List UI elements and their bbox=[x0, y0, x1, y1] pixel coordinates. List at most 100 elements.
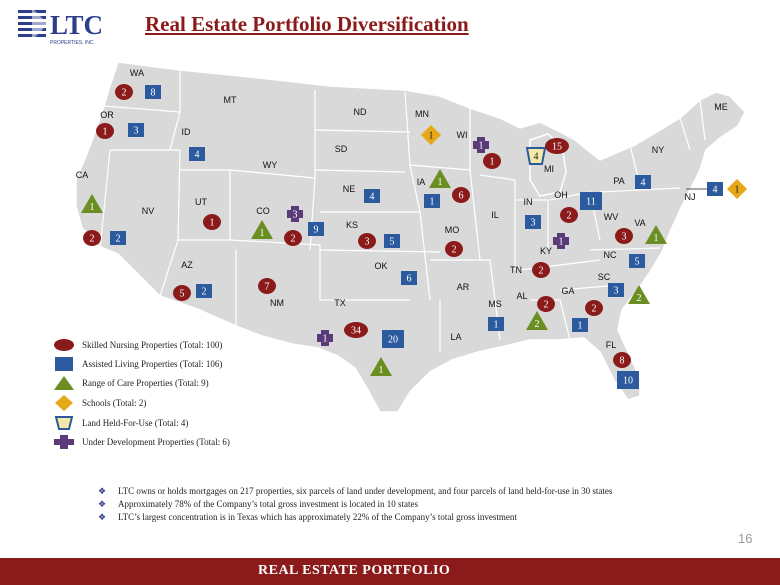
marker-assisted: 4 bbox=[635, 175, 651, 189]
marker-range: 1 bbox=[645, 225, 667, 244]
state-label-ar: AR bbox=[457, 282, 470, 292]
assisted-square-shape bbox=[189, 147, 205, 161]
marker-count: 3 bbox=[293, 210, 298, 221]
marker-count: 5 bbox=[180, 289, 185, 300]
school-diamond-shape bbox=[727, 179, 747, 199]
marker-nursing: 3 bbox=[358, 233, 376, 249]
bullet-text: LTC’s largest concentration is in Texas … bbox=[118, 512, 517, 522]
ltc-logo: LTC PROPERTIES, INC. bbox=[18, 8, 103, 46]
nursing-ellipse-shape bbox=[615, 228, 633, 244]
marker-assisted: 4 bbox=[364, 189, 380, 203]
land-trapezoid-icon bbox=[54, 416, 74, 430]
legend-label: Range of Care Properties (Total: 9) bbox=[82, 378, 209, 388]
svg-text:PROPERTIES, INC.: PROPERTIES, INC. bbox=[50, 40, 95, 46]
bullet-diamond-icon: ❖ bbox=[98, 486, 107, 496]
page-title: Real Estate Portfolio Diversification bbox=[145, 12, 469, 36]
bullet-item: ❖ Approximately 78% of the Company’s tota… bbox=[98, 499, 758, 512]
assisted-square-shape bbox=[401, 271, 417, 285]
marker-nursing: 2 bbox=[532, 262, 550, 278]
nursing-ellipse-shape bbox=[344, 322, 368, 338]
state-label-pa: PA bbox=[613, 176, 624, 186]
nursing-ellipse-shape bbox=[96, 123, 114, 139]
marker-assisted: 1 bbox=[488, 317, 504, 331]
nursing-ellipse-shape bbox=[173, 285, 191, 301]
state-label-co: CO bbox=[256, 206, 270, 216]
marker-development: 1 bbox=[553, 233, 569, 249]
marker-assisted: 1 bbox=[572, 318, 588, 332]
state-label-ny: NY bbox=[652, 145, 665, 155]
marker-assisted: 11 bbox=[580, 192, 602, 210]
marker-count: 2 bbox=[637, 293, 642, 304]
nursing-ellipse-shape bbox=[537, 296, 555, 312]
footer-title: REAL ESTATE PORTFOLIO bbox=[258, 563, 451, 578]
marker-count: 1 bbox=[210, 218, 215, 229]
marker-nursing: 5 bbox=[173, 285, 191, 301]
development-cross-shape bbox=[317, 330, 333, 346]
marker-count: 1 bbox=[260, 228, 265, 239]
state-label-mi: MI bbox=[544, 164, 554, 174]
bullet-text: LTC owns or holds mortgages on 217 prope… bbox=[118, 486, 613, 496]
marker-development: 1 bbox=[317, 330, 333, 346]
state-label-wi: WI bbox=[457, 130, 468, 140]
marker-assisted: 2 bbox=[196, 284, 212, 298]
marker-count: 1 bbox=[430, 197, 435, 208]
assisted-square-shape bbox=[617, 371, 639, 389]
marker-count: 1 bbox=[323, 334, 328, 345]
marker-assisted: 4 bbox=[707, 182, 723, 196]
nursing-ellipse-shape bbox=[452, 187, 470, 203]
assisted-square-shape bbox=[424, 194, 440, 208]
state-label-nm: NM bbox=[270, 298, 284, 308]
bullet-diamond-icon: ❖ bbox=[98, 512, 107, 522]
assisted-square-shape bbox=[629, 254, 645, 268]
state-label-tn: TN bbox=[510, 265, 522, 275]
marker-count: 2 bbox=[567, 211, 572, 222]
marker-count: 34 bbox=[351, 326, 361, 337]
nursing-ellipse-shape bbox=[532, 262, 550, 278]
state-label-ia: IA bbox=[417, 177, 426, 187]
marker-assisted: 10 bbox=[617, 371, 639, 389]
marker-count: 3 bbox=[365, 237, 370, 248]
marker-count: 1 bbox=[90, 202, 95, 213]
state-label-ky: KY bbox=[540, 246, 552, 256]
state-label-sc: SC bbox=[598, 272, 611, 282]
marker-range: 2 bbox=[526, 311, 548, 330]
marker-nursing: 2 bbox=[284, 230, 302, 246]
marker-assisted: 1 bbox=[424, 194, 440, 208]
range-triangle-shape bbox=[526, 311, 548, 330]
marker-count: 15 bbox=[552, 142, 562, 153]
nursing-ellipse-shape bbox=[284, 230, 302, 246]
legend-item-school: Schools (Total: 2) bbox=[52, 394, 146, 412]
marker-count: 2 bbox=[535, 319, 540, 330]
marker-count: 2 bbox=[291, 234, 296, 245]
nursing-ellipse-shape bbox=[358, 233, 376, 249]
marker-count: 1 bbox=[103, 127, 108, 138]
marker-nursing: 6 bbox=[452, 187, 470, 203]
bullet-text: Approximately 78% of the Company’s total… bbox=[118, 499, 418, 509]
marker-nursing: 2 bbox=[585, 300, 603, 316]
state-label-layer: WA OR CA NV ID MT WY UT AZ CO NM ND SD NE KS OK TX MN IA MO… bbox=[76, 68, 728, 350]
marker-count: 2 bbox=[202, 287, 207, 298]
range-triangle-shape bbox=[81, 194, 103, 213]
marker-count: 8 bbox=[151, 88, 156, 99]
nursing-ellipse-shape bbox=[545, 138, 569, 154]
assisted-square-shape bbox=[364, 189, 380, 203]
state-label-mt: MT bbox=[224, 95, 237, 105]
state-label-me: ME bbox=[714, 102, 728, 112]
legend-label: Under Development Properties (Total: 6) bbox=[82, 437, 230, 447]
marker-nursing: 2 bbox=[445, 241, 463, 257]
marker-nursing: 34 bbox=[344, 322, 368, 338]
marker-development: 3 bbox=[287, 206, 303, 222]
marker-school: 1 bbox=[727, 179, 747, 199]
marker-count: 20 bbox=[388, 335, 398, 346]
state-label-ut: UT bbox=[195, 197, 207, 207]
bullet-item: ❖ LTC owns or holds mortgages on 217 prop… bbox=[98, 486, 758, 499]
marker-assisted: 2 bbox=[110, 231, 126, 245]
assisted-square-shape bbox=[308, 222, 324, 236]
page-number: 16 bbox=[738, 531, 753, 546]
assisted-square-shape bbox=[580, 192, 602, 210]
marker-nursing: 2 bbox=[560, 207, 578, 223]
state-label-nv: NV bbox=[142, 206, 155, 216]
nursing-ellipse-shape bbox=[203, 214, 221, 230]
legend-item-range: Range of Care Properties (Total: 9) bbox=[52, 374, 209, 392]
